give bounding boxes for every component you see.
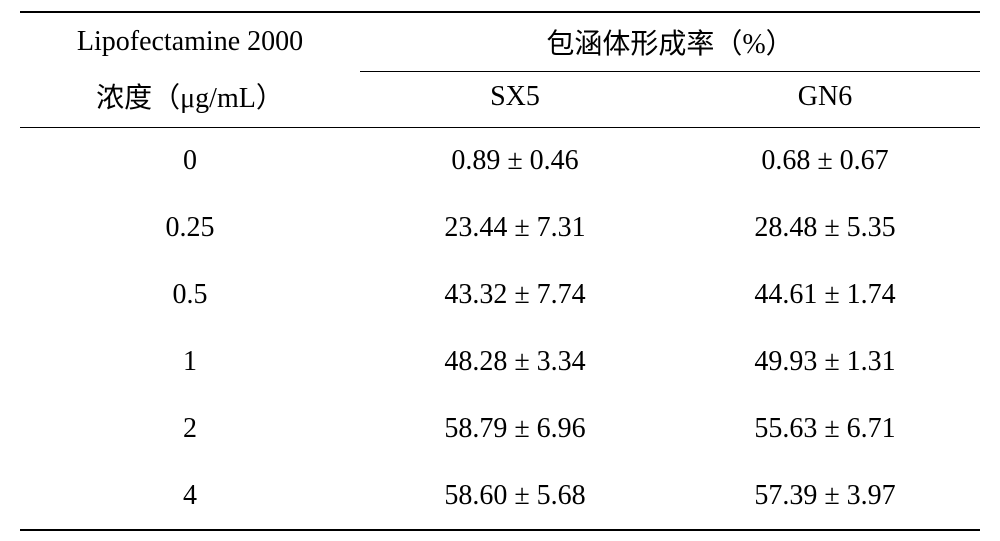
cell-sx5: 23.44 ± 7.31: [360, 195, 670, 262]
cell-sx5: 48.28 ± 3.34: [360, 329, 670, 396]
header-right-title: 包涵体形成率（%）: [360, 12, 980, 72]
cell-sx5: 58.60 ± 5.68: [360, 463, 670, 530]
table-header-row-2: 浓度（μg/mL） SX5 GN6: [20, 72, 980, 128]
cell-conc: 0.25: [20, 195, 360, 262]
table-row: 0 0.89 ± 0.46 0.68 ± 0.67: [20, 128, 980, 195]
cell-sx5: 43.32 ± 7.74: [360, 262, 670, 329]
header-left-line1: Lipofectamine 2000: [20, 12, 360, 72]
header-right-title-prefix: 包涵体形成率: [546, 29, 714, 60]
header-right-title-unit: （%）: [714, 29, 793, 60]
data-table: Lipofectamine 2000 包涵体形成率（%） 浓度（μg/mL） S…: [20, 11, 980, 531]
cell-sx5: 0.89 ± 0.46: [360, 128, 670, 195]
cell-gn6: 55.63 ± 6.71: [670, 396, 980, 463]
cell-conc: 0: [20, 128, 360, 195]
header-left-line2-unit: （μg/mL）: [152, 83, 284, 114]
cell-sx5: 58.79 ± 6.96: [360, 396, 670, 463]
cell-gn6: 57.39 ± 3.97: [670, 463, 980, 530]
cell-gn6: 44.61 ± 1.74: [670, 262, 980, 329]
table-row: 4 58.60 ± 5.68 57.39 ± 3.97: [20, 463, 980, 530]
table-row: 1 48.28 ± 3.34 49.93 ± 1.31: [20, 329, 980, 396]
table-row: 0.5 43.32 ± 7.74 44.61 ± 1.74: [20, 262, 980, 329]
table-header-row-1: Lipofectamine 2000 包涵体形成率（%）: [20, 12, 980, 72]
cell-conc: 4: [20, 463, 360, 530]
header-sub-sx5: SX5: [360, 72, 670, 128]
cell-conc: 2: [20, 396, 360, 463]
cell-conc: 1: [20, 329, 360, 396]
header-left-line2: 浓度（μg/mL）: [20, 72, 360, 128]
header-sub-gn6: GN6: [670, 72, 980, 128]
table-row: 2 58.79 ± 6.96 55.63 ± 6.71: [20, 396, 980, 463]
cell-conc: 0.5: [20, 262, 360, 329]
cell-gn6: 0.68 ± 0.67: [670, 128, 980, 195]
table-row: 0.25 23.44 ± 7.31 28.48 ± 5.35: [20, 195, 980, 262]
cell-gn6: 28.48 ± 5.35: [670, 195, 980, 262]
cell-gn6: 49.93 ± 1.31: [670, 329, 980, 396]
header-left-line2-prefix: 浓度: [96, 83, 152, 114]
